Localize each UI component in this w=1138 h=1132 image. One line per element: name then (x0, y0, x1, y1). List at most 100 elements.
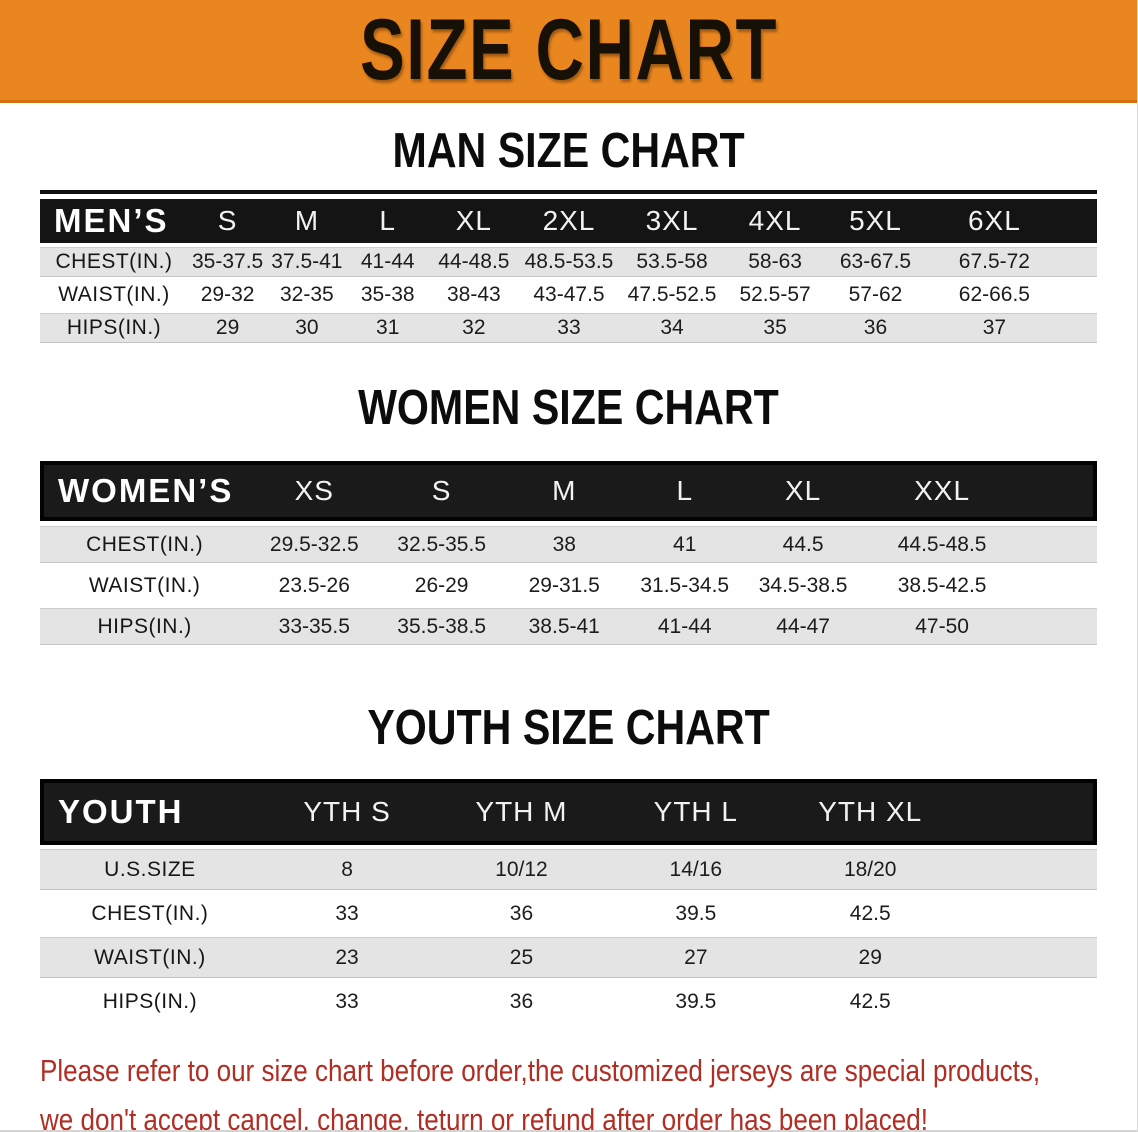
men-section-title: MAN SIZE CHART (392, 124, 745, 178)
measurement-row: U.S.SIZE 8 10/12 14/16 18/20 (40, 849, 1097, 890)
row-filler-cell (957, 894, 1097, 933)
size-value-cell: 32.5-35.5 (379, 526, 504, 563)
size-value-cell: 25 (434, 937, 609, 978)
size-column-header: M (267, 199, 347, 243)
size-column-header: YTH L (608, 779, 784, 845)
size-column-header: XL (744, 461, 862, 521)
size-value-cell: 57-62 (825, 281, 926, 309)
measurement-row: WAIST(IN.) 23.5-26 26-29 29-31.5 31.5-34.5 34… (40, 568, 1097, 603)
size-value-cell: 29 (187, 313, 268, 343)
size-value-cell: 35 (724, 313, 826, 343)
women-section-title: WOMEN SIZE CHART (358, 381, 779, 435)
size-value-cell: 32 (428, 313, 519, 343)
size-column-header: 2XL (518, 199, 620, 243)
size-value-cell: 29 (783, 937, 958, 978)
header-filler-cell (1063, 199, 1097, 243)
size-value-cell: 42.5 (783, 894, 958, 933)
size-value-cell: 33-35.5 (249, 608, 380, 645)
measurement-row-label: WAIST(IN.) (40, 281, 188, 309)
size-value-cell: 35.5-38.5 (379, 608, 504, 645)
size-header-row: MEN’S S M L XL 2XL 3XL 4XL 5XL 6XL (40, 199, 1097, 243)
measurement-row: HIPS(IN.) 29 30 31 32 33 34 35 36 37 (40, 313, 1097, 343)
size-chart-banner: SIZE CHART (0, 0, 1137, 103)
disclaimer: Please refer to our size chart before or… (40, 1049, 1137, 1132)
size-column-header: XS (249, 461, 380, 521)
size-value-cell: 33 (518, 313, 620, 343)
size-value-cell: 44.5-48.5 (861, 526, 1023, 563)
size-value-cell: 23.5-26 (249, 568, 380, 603)
size-value-cell: 14/16 (608, 849, 784, 890)
size-value-cell: 42.5 (783, 982, 958, 1021)
size-value-cell: 62-66.5 (925, 281, 1064, 309)
size-column-header: L (346, 199, 429, 243)
size-value-cell: 34.5-38.5 (744, 568, 862, 603)
row-filler-cell (957, 849, 1097, 890)
row-filler-cell (1063, 313, 1097, 343)
size-column-header: M (504, 461, 625, 521)
men-size-chart-section: MAN SIZE CHART MEN’S S M L XL 2XL 3XL 4XL 5XL 6XL… (0, 103, 1137, 347)
size-value-cell: 10/12 (434, 849, 609, 890)
size-value-cell: 23 (259, 937, 435, 978)
measurement-row: CHEST(IN.) 33 36 39.5 42.5 (40, 894, 1097, 933)
measurement-row-label: CHEST(IN.) (40, 894, 260, 933)
row-filler-cell (957, 982, 1097, 1021)
size-value-cell: 52.5-57 (724, 281, 826, 309)
women-size-table: WOMEN’S XS S M L XL XXL CHEST(IN.) 29.5-32.5 32.5… (40, 456, 1097, 650)
measurement-row: CHEST(IN.) 29.5-32.5 32.5-35.5 38 41 44.5 44.5… (40, 526, 1097, 563)
row-filler-cell (1022, 608, 1097, 645)
size-column-header: 4XL (724, 199, 826, 243)
size-column-header: XXL (861, 461, 1023, 521)
size-value-cell: 30 (267, 313, 347, 343)
size-column-header: S (379, 461, 504, 521)
size-value-cell: 29.5-32.5 (249, 526, 380, 563)
measurement-row-label: HIPS(IN.) (40, 608, 250, 645)
size-value-cell: 37.5-41 (267, 247, 347, 277)
table-corner-label: WOMEN’S (40, 461, 250, 521)
size-column-header: 6XL (925, 199, 1064, 243)
row-filler-cell (957, 937, 1097, 978)
size-column-header: XL (428, 199, 519, 243)
measurement-row-label: HIPS(IN.) (40, 982, 260, 1021)
size-value-cell: 34 (619, 313, 725, 343)
size-value-cell: 44-48.5 (428, 247, 519, 277)
size-value-cell: 35-38 (346, 281, 429, 309)
size-value-cell: 33 (259, 894, 435, 933)
youth-table-area: YOUTH YTH S YTH M YTH L YTH XL U.S.SIZE 8 10/12… (40, 775, 1097, 1025)
size-value-cell: 8 (259, 849, 435, 890)
header-filler-cell (957, 779, 1097, 845)
table-corner-label: MEN’S (40, 199, 188, 243)
size-value-cell: 39.5 (608, 982, 784, 1021)
size-column-header: YTH M (434, 779, 609, 845)
size-value-cell: 41 (624, 526, 745, 563)
youth-size-chart-section: YOUTH SIZE CHART YOUTH YTH S YTH M YTH L YTH… (0, 650, 1137, 1025)
size-value-cell: 47.5-52.5 (619, 281, 725, 309)
size-value-cell: 29-32 (187, 281, 268, 309)
size-value-cell: 29-31.5 (504, 568, 625, 603)
size-value-cell: 32-35 (267, 281, 347, 309)
measurement-row: WAIST(IN.) 23 25 27 29 (40, 937, 1097, 978)
size-value-cell: 41-44 (346, 247, 429, 277)
youth-size-table: YOUTH YTH S YTH M YTH L YTH XL U.S.SIZE 8 10/12… (40, 775, 1097, 1025)
row-filler-cell (1022, 568, 1097, 603)
size-value-cell: 18/20 (783, 849, 958, 890)
size-value-cell: 38.5-41 (504, 608, 625, 645)
size-value-cell: 36 (434, 982, 609, 1021)
table-corner-label: YOUTH (40, 779, 260, 845)
size-value-cell: 38 (504, 526, 625, 563)
measurement-row-label: CHEST(IN.) (40, 526, 250, 563)
size-column-header: YTH S (259, 779, 435, 845)
measurement-row-label: HIPS(IN.) (40, 313, 188, 343)
size-column-header: S (187, 199, 268, 243)
size-value-cell: 58-63 (724, 247, 826, 277)
size-value-cell: 44-47 (744, 608, 862, 645)
size-value-cell: 26-29 (379, 568, 504, 603)
size-column-header: L (624, 461, 745, 521)
youth-section-title: YOUTH SIZE CHART (367, 701, 770, 755)
row-filler-cell (1022, 526, 1097, 563)
women-size-chart-section: WOMEN SIZE CHART WOMEN’S XS S M L XL XXL CHEST(… (0, 347, 1137, 650)
size-value-cell: 36 (434, 894, 609, 933)
size-value-cell: 41-44 (624, 608, 745, 645)
disclaimer-line-2: we don't accept cancel, change, teturn o… (40, 1102, 929, 1132)
men-size-table: MEN’S S M L XL 2XL 3XL 4XL 5XL 6XL CHEST(IN.) 35-37… (40, 195, 1097, 347)
banner-title: SIZE CHART (359, 2, 778, 98)
